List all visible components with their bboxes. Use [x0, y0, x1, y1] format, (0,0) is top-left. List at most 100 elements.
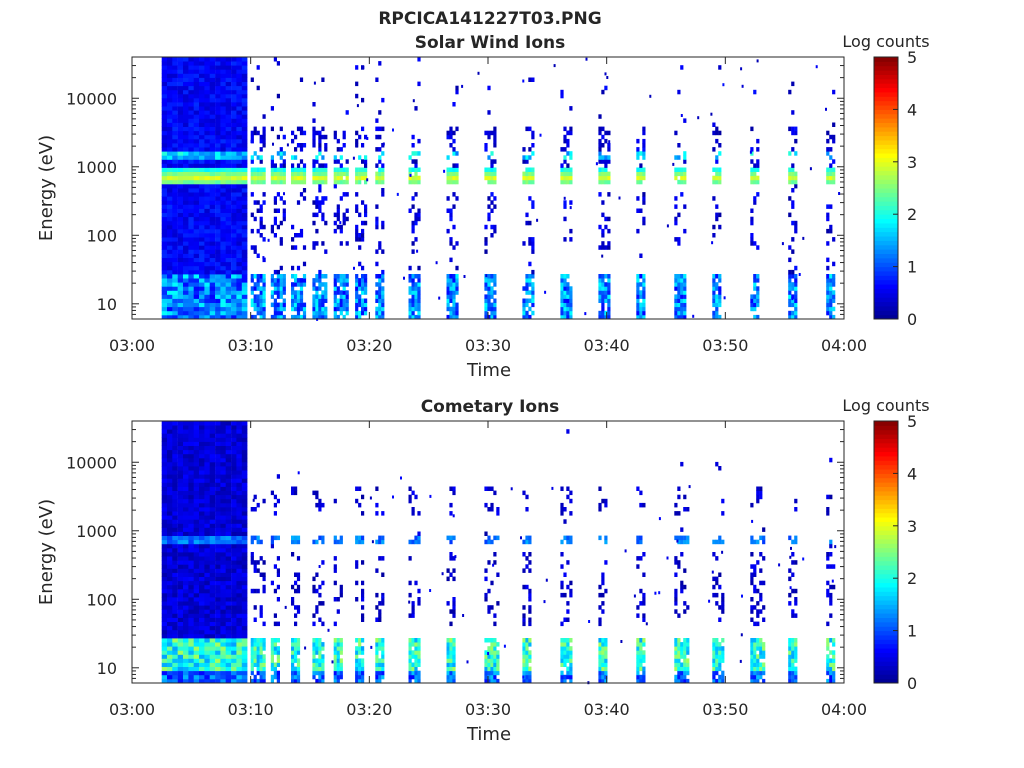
spectrogram-cell: [215, 445, 221, 451]
spectrogram-cell: [560, 278, 564, 283]
spectrogram-cell: [188, 77, 194, 82]
spectrogram-cell: [355, 306, 359, 312]
spectrogram-cell: [802, 236, 805, 240]
spectrogram-cell: [236, 425, 242, 430]
spectrogram-cell: [291, 274, 295, 279]
spectrogram-cell: [231, 515, 237, 520]
spectrogram-cell: [220, 642, 226, 647]
spectrogram-cell: [528, 196, 531, 200]
spectrogram-cell: [345, 192, 349, 197]
spectrogram-cometary: [161, 421, 837, 685]
spectrogram-cell: [528, 314, 532, 320]
spectrogram-cell: [188, 466, 194, 471]
spectrogram-cell: [199, 490, 205, 496]
spectrogram-cell: [636, 196, 640, 201]
spectrogram-cell: [241, 183, 248, 189]
spectrogram-cell: [231, 245, 237, 250]
spectrogram-cell: [375, 646, 379, 651]
spectrogram-cell: [674, 662, 678, 667]
spectrogram-cell: [378, 310, 382, 316]
spectrogram-cell: [167, 429, 173, 434]
spectrogram-cell: [236, 486, 242, 491]
spectrogram-cell: [595, 162, 598, 166]
spectrogram-cell: [220, 85, 226, 91]
spectrogram-cell: [375, 147, 379, 152]
spectrogram-cell: [204, 110, 210, 115]
spectrogram-cell: [291, 163, 295, 168]
spectrogram-cell: [528, 658, 532, 663]
spectrogram-cell: [569, 179, 573, 185]
spectrogram-cell: [832, 274, 836, 279]
spectrogram-cell: [236, 638, 242, 643]
spectrogram-cell: [161, 494, 168, 500]
spectrogram-cell: [355, 93, 359, 99]
spectrogram-cell: [167, 220, 173, 226]
spectrogram-cell: [220, 531, 226, 536]
spectrogram-cell: [204, 163, 210, 168]
spectrogram-cell: [204, 445, 210, 451]
spectrogram-cell: [209, 547, 216, 553]
spectrogram-cell: [273, 502, 277, 508]
spectrogram-cell: [563, 662, 567, 667]
spectrogram-cell: [225, 89, 232, 95]
spectrogram-cell: [601, 638, 605, 643]
spectrogram-cell: [324, 143, 328, 148]
spectrogram-cell: [560, 670, 564, 676]
spectrogram-cell: [177, 560, 184, 565]
spectrogram-cell: [569, 670, 573, 676]
spectrogram-cell: [177, 85, 184, 91]
spectrogram-cell: [231, 261, 237, 267]
spectrogram-cell: [712, 552, 716, 557]
spectrogram-cell: [172, 138, 178, 144]
colorbar-segment: [874, 292, 898, 298]
spectrogram-cell: [642, 282, 646, 287]
spectrogram-cell: [452, 576, 456, 582]
spectrogram-cell: [241, 269, 248, 275]
spectrogram-cell: [262, 237, 266, 242]
spectrogram-cell: [333, 212, 337, 218]
spectrogram-cell: [215, 265, 221, 271]
spectrogram-cell: [188, 106, 194, 111]
spectrogram-cell: [715, 212, 719, 218]
spectrogram-cell: [225, 114, 232, 119]
spectrogram-cell: [199, 286, 205, 291]
spectrogram-cell: [183, 650, 189, 655]
spectrogram-cell: [225, 531, 232, 536]
spectrogram-cell: [236, 527, 242, 532]
spectrogram-cell: [294, 298, 298, 303]
spectrogram-cell: [172, 274, 178, 279]
spectrogram-cell: [204, 654, 210, 659]
spectrogram-cell: [241, 167, 248, 172]
spectrogram-cell: [177, 523, 184, 528]
spectrogram-cell: [677, 294, 681, 299]
spectrogram-cell: [183, 130, 189, 136]
spectrogram-cell: [642, 597, 646, 602]
spectrogram-cell: [231, 151, 237, 156]
spectrogram-cell: [560, 175, 564, 181]
spectrogram-cell: [253, 564, 257, 569]
spectrogram-cell: [563, 290, 567, 295]
spectrogram-cell: [279, 167, 283, 172]
spectrogram-cell: [250, 140, 253, 143]
spectrogram-cell: [161, 302, 168, 308]
spectrogram-cell: [417, 167, 421, 172]
spectrogram-cell: [270, 674, 274, 680]
spectrogram-cell: [315, 490, 319, 496]
spectrogram-cell: [193, 163, 200, 168]
spectrogram-cell: [417, 642, 421, 647]
spectrogram-cell: [225, 249, 232, 254]
spectrogram-cell: [449, 621, 453, 627]
spectrogram-cell: [299, 286, 304, 291]
spectrogram-cell: [563, 535, 567, 541]
spectrogram-cell: [267, 238, 270, 242]
spectrogram-cell: [161, 167, 168, 172]
spectrogram-cell: [411, 314, 415, 320]
spectrogram-cell: [321, 302, 325, 308]
spectrogram-cell: [209, 523, 216, 528]
spectrogram-cell: [750, 552, 754, 557]
spectrogram-cell: [172, 486, 178, 491]
spectrogram-cell: [294, 278, 298, 283]
colorbar-segment: [874, 253, 898, 259]
spectrogram-cell: [276, 208, 280, 213]
spectrogram-cell: [452, 642, 456, 647]
